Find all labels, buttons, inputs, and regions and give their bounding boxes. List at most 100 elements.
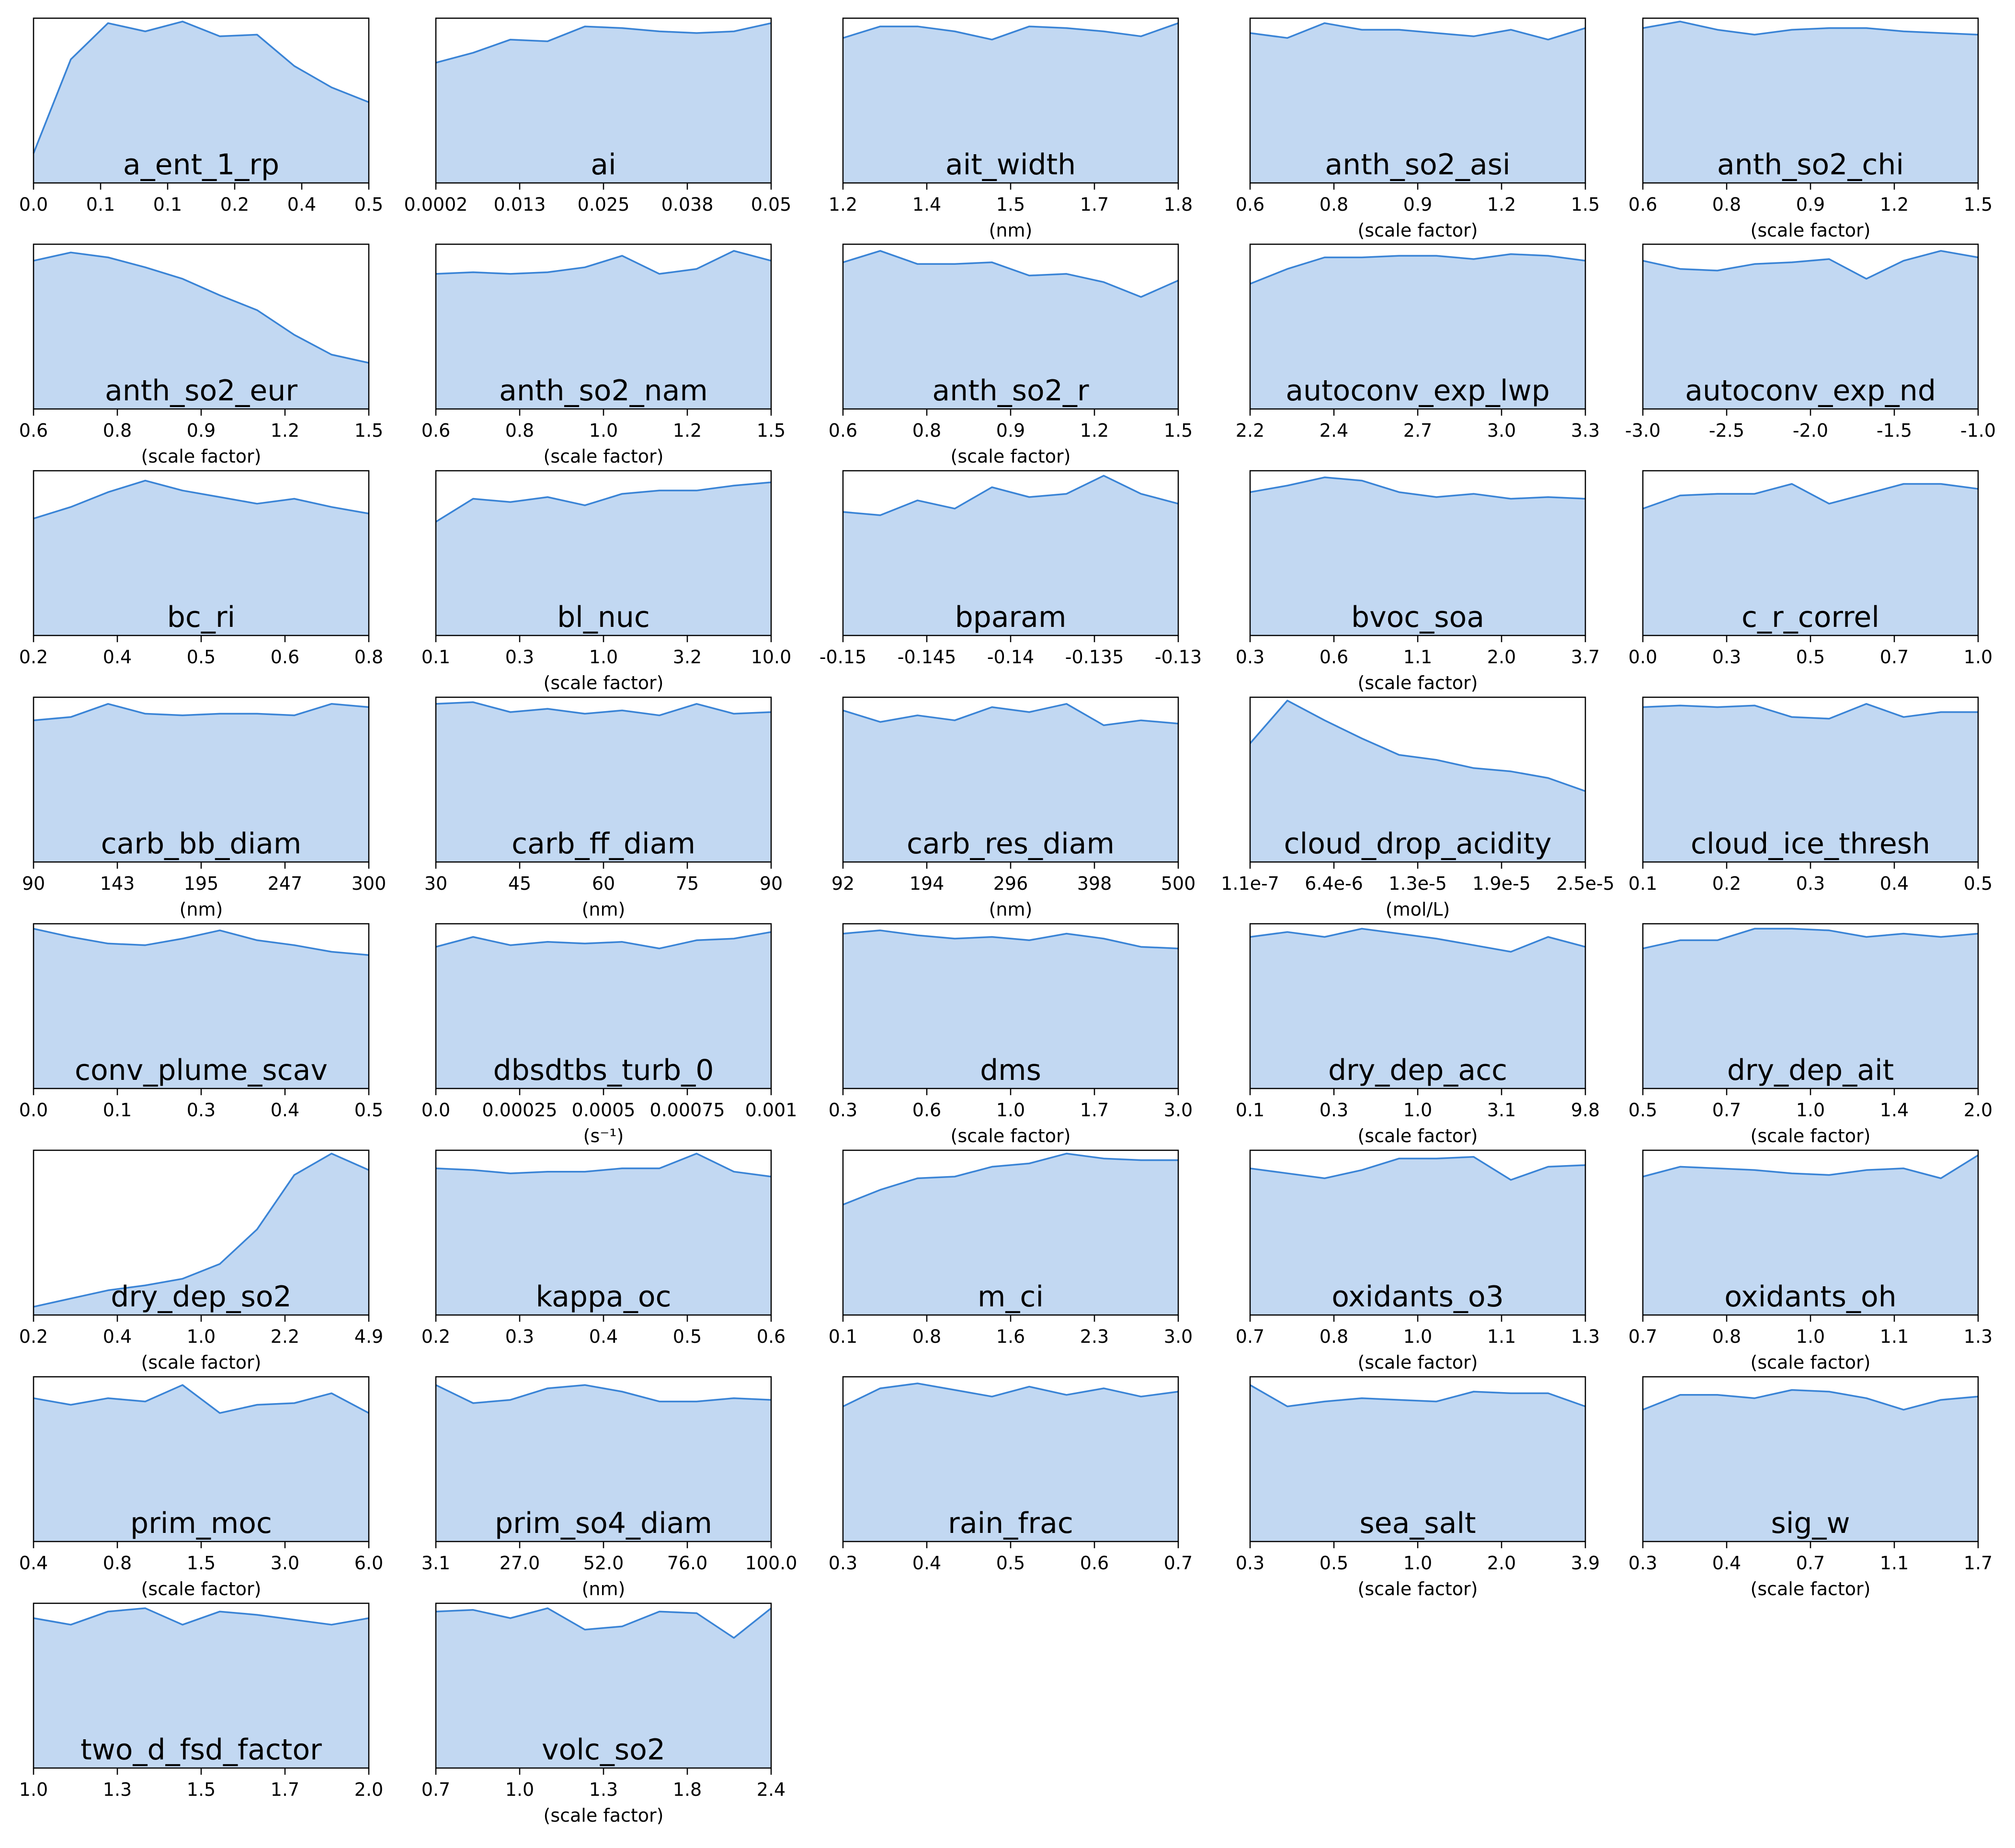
density-line (842, 475, 1179, 516)
density-line (33, 703, 369, 721)
x-tick-label: 0.4 (271, 1100, 299, 1121)
density-line (435, 701, 772, 716)
x-tick-label: 0.5 (996, 1553, 1025, 1574)
x-axis-label: (scale factor) (951, 446, 1071, 467)
x-tick-label: 0.001 (745, 1100, 797, 1121)
x-tick-label: 0.6 (757, 1326, 786, 1347)
x-tick-label: 1.5 (187, 1779, 216, 1800)
subplot-anth_so2_nam: anth_so2_nam 0.6 0.8 1.0 1.2 1.5 (scale factor… (421, 243, 786, 467)
x-axis-label: (scale factor) (141, 1352, 262, 1373)
density-line (842, 1153, 1178, 1206)
x-tick-label: 0.5 (1796, 646, 1825, 668)
subplot-anth_so2_r: anth_so2_r 0.6 0.8 0.9 1.2 1.5 (scale factor) (829, 243, 1193, 467)
x-tick-label: 0.2 (19, 646, 48, 668)
x-axis-label: (scale factor) (544, 1805, 664, 1826)
density-area (436, 1608, 771, 1768)
x-tick-label: 52.0 (583, 1553, 624, 1574)
x-tick-label: 0.5 (673, 1326, 702, 1347)
x-tick-label: 0.9 (1796, 194, 1825, 215)
x-tick-label: 0.8 (1712, 194, 1741, 215)
x-tick-label: 1.0 (589, 646, 618, 668)
x-tick-label: 0.4 (912, 1553, 941, 1574)
x-tick-label: 247 (268, 873, 303, 894)
x-tick-label: 1.0 (187, 1326, 216, 1347)
x-tick-label: 6.0 (354, 1553, 383, 1574)
x-tick-label: 45 (508, 873, 531, 894)
x-tick-label: 1.8 (673, 1779, 702, 1800)
subplot-title: anth_so2_r (932, 374, 1089, 408)
x-tick-label: -2.5 (1709, 420, 1744, 441)
subplot-sea_salt: sea_salt 0.3 0.5 1.0 2.0 3.9 (scale factor) (1236, 1376, 1600, 1599)
density-area (1643, 250, 1978, 409)
x-tick-label: 0.2 (1712, 873, 1741, 894)
x-tick-label: 2.0 (1964, 1100, 1992, 1121)
x-tick-label: 0.3 (1712, 646, 1741, 668)
x-tick-label: 2.3 (1080, 1326, 1109, 1347)
x-tick-label: 0.8 (1712, 1326, 1741, 1347)
x-tick-label: 1.0 (1403, 1553, 1432, 1574)
x-axis-label: (scale factor) (544, 446, 664, 467)
density-area (1250, 23, 1585, 183)
density-line (435, 250, 772, 275)
density-area (1250, 254, 1585, 409)
x-tick-label: 3.7 (1571, 646, 1600, 668)
density-line (33, 251, 369, 364)
x-tick-label: 0.7 (1236, 1326, 1264, 1347)
subplot-title: bvoc_soa (1351, 601, 1484, 634)
density-area (34, 703, 369, 862)
x-axis-label: (scale factor) (1751, 1352, 1871, 1373)
density-line (1250, 1384, 1586, 1407)
density-line (33, 1153, 369, 1308)
x-tick-label: 3.0 (1164, 1100, 1193, 1121)
x-tick-label: 0.6 (1236, 194, 1264, 215)
x-tick-label: 90 (22, 873, 45, 894)
x-tick-label: 1.3 (1571, 1326, 1600, 1347)
density-area (843, 250, 1178, 409)
density-area (34, 21, 369, 183)
density-line (1250, 22, 1586, 41)
x-tick-label: 4.9 (354, 1326, 383, 1347)
subplot-title: bparam (955, 601, 1067, 634)
x-tick-label: -2.0 (1793, 420, 1828, 441)
x-tick-label: 0.8 (505, 420, 534, 441)
density-area (843, 703, 1178, 862)
subplot-a_ent_1_rp: a_ent_1_rp 0.0 0.1 0.1 0.2 0.4 0.5 (19, 17, 383, 215)
x-tick-label: 3.2 (673, 646, 702, 668)
x-tick-label: -0.15 (820, 646, 866, 668)
subplot-title: oxidants_o3 (1332, 1280, 1504, 1314)
density-area (34, 929, 369, 1088)
density-area (1643, 21, 1978, 183)
x-tick-label: 0.7 (1164, 1553, 1193, 1574)
x-tick-label: 2.2 (1236, 420, 1264, 441)
x-tick-label: 27.0 (500, 1553, 540, 1574)
subplot-title: sig_w (1771, 1507, 1850, 1540)
x-tick-label: 1.0 (589, 420, 618, 441)
x-tick-label: 0.5 (354, 1100, 383, 1121)
x-tick-label: 0.2 (19, 1326, 48, 1347)
x-tick-label: 6.4e-6 (1305, 873, 1363, 894)
subplot-title: anth_so2_nam (499, 374, 708, 408)
density-line (842, 930, 1179, 950)
density-area (34, 480, 369, 635)
subplot-title: bl_nuc (557, 601, 650, 634)
subplot-kappa_oc: kappa_oc 0.2 0.3 0.4 0.5 0.6 (421, 1149, 786, 1347)
x-tick-label: 0.4 (103, 646, 132, 668)
x-tick-label: 0.6 (421, 420, 450, 441)
x-tick-label: 0.9 (996, 420, 1025, 441)
x-tick-label: 2.2 (271, 1326, 299, 1347)
x-tick-label: 0.00075 (649, 1100, 725, 1121)
x-tick-label: 0.3 (187, 1100, 216, 1121)
x-tick-label: -1.0 (1960, 420, 1996, 441)
subplot-oxidants_oh: oxidants_oh 0.7 0.8 1.0 1.1 1.3 (scale factor) (1628, 1149, 1992, 1373)
x-tick-label: 1.1 (1403, 646, 1432, 668)
x-tick-label: 0.0 (1628, 646, 1657, 668)
x-axis-label: (scale factor) (1751, 220, 1871, 241)
x-tick-label: 0.038 (661, 194, 714, 215)
x-axis-label: (s⁻¹) (583, 1125, 624, 1146)
subplot-title: dbsdtbs_turb_0 (493, 1054, 714, 1087)
x-tick-label: 1.5 (1964, 194, 1992, 215)
x-tick-label: 0.0002 (404, 194, 468, 215)
x-tick-label: 0.4 (19, 1553, 48, 1574)
x-tick-label: 0.3 (829, 1100, 857, 1121)
